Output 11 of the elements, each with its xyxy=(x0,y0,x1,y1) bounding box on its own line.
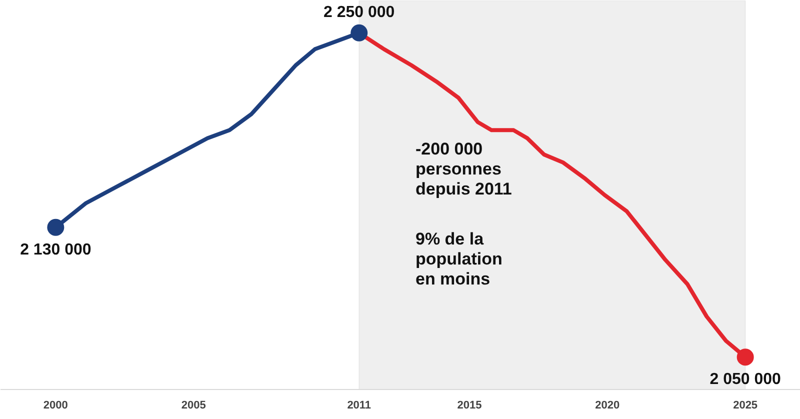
x-tick-label: 2015 xyxy=(457,400,482,412)
x-tick-label: 2011 xyxy=(347,400,372,412)
x-tick-label: 2020 xyxy=(595,400,620,412)
data-label: 2 130 000 xyxy=(20,241,92,258)
annotation: -200 000 personnes depuis 2011 xyxy=(416,140,512,198)
x-tick-label: 2025 xyxy=(733,400,758,412)
x-tick-label: 2005 xyxy=(181,400,206,412)
annotation: 9% de la population en moins xyxy=(416,230,502,288)
x-tick-label: 2000 xyxy=(43,400,68,412)
data-label: 2 250 000 xyxy=(324,4,395,21)
data-label: 2 050 000 xyxy=(710,371,782,388)
